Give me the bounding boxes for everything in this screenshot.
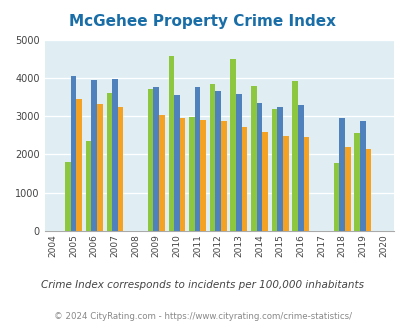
Bar [220,121,226,231]
Bar [359,121,365,231]
Text: Crime Index corresponds to incidents per 100,000 inhabitants: Crime Index corresponds to incidents per… [41,280,364,290]
Bar [230,59,235,231]
Bar [159,115,164,231]
Bar [147,89,153,231]
Bar [189,117,194,231]
Bar [262,132,267,231]
Bar [241,127,247,231]
Text: McGehee Property Crime Index: McGehee Property Crime Index [69,14,336,29]
Bar [65,162,70,231]
Bar [297,106,303,231]
Bar [292,81,297,231]
Bar [76,99,82,231]
Bar [112,80,117,231]
Bar [271,109,277,231]
Bar [235,94,241,231]
Bar [117,107,123,231]
Bar [97,104,102,231]
Bar [86,141,91,231]
Bar [106,93,112,231]
Bar [215,91,220,231]
Bar [339,118,344,231]
Bar [70,76,76,231]
Bar [344,147,350,231]
Bar [174,95,179,231]
Bar [333,163,339,231]
Bar [194,87,200,231]
Bar [179,118,185,231]
Bar [282,136,288,231]
Bar [153,87,159,231]
Bar [365,149,370,231]
Bar [277,107,282,231]
Bar [91,80,97,231]
Bar [209,83,215,231]
Bar [168,56,174,231]
Bar [251,85,256,231]
Text: © 2024 CityRating.com - https://www.cityrating.com/crime-statistics/: © 2024 CityRating.com - https://www.city… [54,312,351,321]
Bar [354,133,359,231]
Bar [303,137,309,231]
Bar [200,120,205,231]
Bar [256,103,262,231]
